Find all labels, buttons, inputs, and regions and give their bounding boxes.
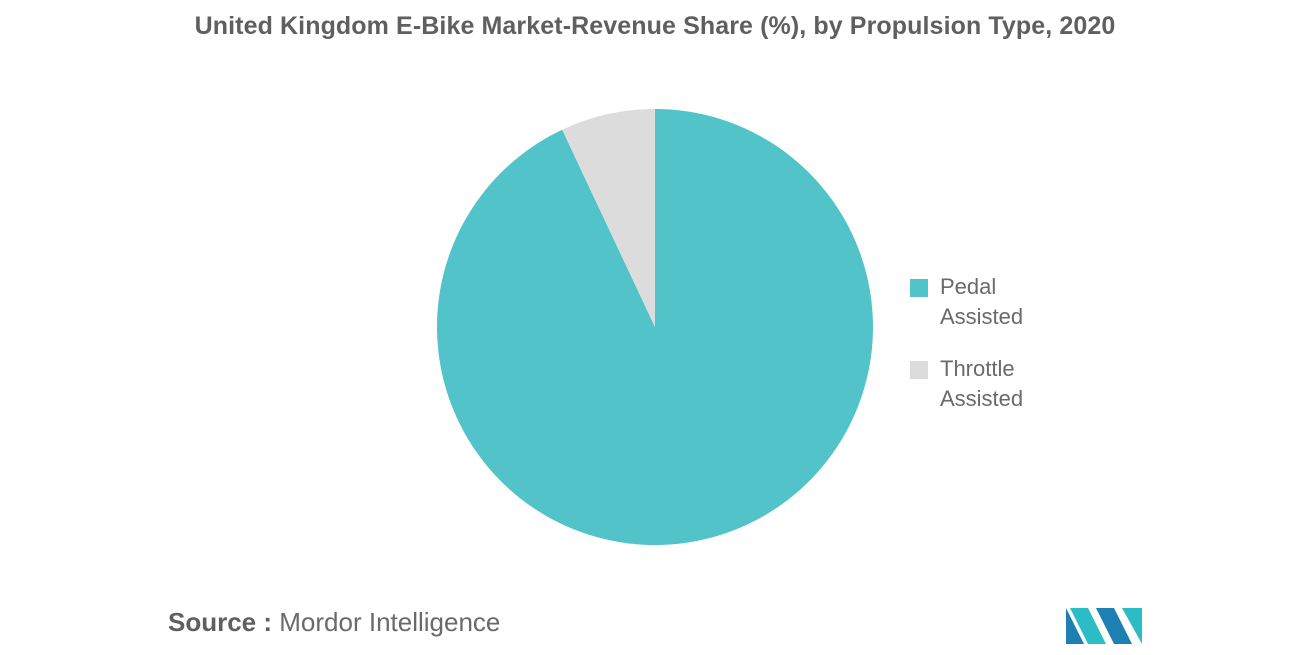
logo-shape-left xyxy=(1066,608,1084,644)
legend-swatch-throttle-assisted xyxy=(910,361,928,379)
source-note: Source : Mordor Intelligence xyxy=(168,607,500,638)
legend-label: Throttle Assisted xyxy=(940,356,1024,411)
legend-label: Pedal Assisted xyxy=(940,274,1024,329)
legend-item-throttle-assisted[interactable]: Throttle Assisted xyxy=(910,354,1070,414)
logo-shape-mid-left xyxy=(1070,608,1106,644)
pie-slices xyxy=(437,109,873,545)
legend: Pedal Assisted Throttle Assisted xyxy=(910,272,1070,436)
logo-shape-mid-right xyxy=(1096,608,1132,644)
legend-item-pedal-assisted[interactable]: Pedal Assisted xyxy=(910,272,1070,332)
chart-title: United Kingdom E-Bike Market-Revenue Sha… xyxy=(194,12,1116,40)
pie-slice-throttle-assisted[interactable] xyxy=(562,109,655,327)
source-value: Mordor Intelligence xyxy=(279,607,501,637)
mordor-intelligence-logo-icon xyxy=(1066,608,1142,644)
source-label: Source : xyxy=(168,607,273,637)
legend-swatch-pedal-assisted xyxy=(910,279,928,297)
logo-shape-right xyxy=(1122,608,1142,644)
